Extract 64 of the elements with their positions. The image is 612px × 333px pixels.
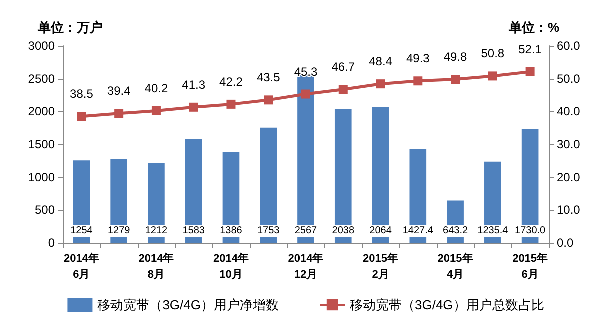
data-label: 1212	[145, 226, 168, 236]
point	[414, 76, 423, 86]
data-label: 52.1	[518, 42, 542, 56]
data-label: 50.8	[481, 46, 505, 61]
y-tick-label: 1000	[28, 170, 56, 184]
point	[226, 100, 236, 109]
point	[264, 96, 274, 105]
data-label: 2064	[370, 226, 392, 236]
bar	[260, 128, 278, 243]
point	[189, 102, 198, 112]
data-label: 1427.4	[402, 226, 434, 236]
x-tick-label: 2014年 12月	[288, 252, 324, 281]
data-label: 41.3	[182, 78, 206, 92]
data-label: 39.4	[107, 84, 132, 98]
x-tick-label: 2014年 10月	[213, 252, 249, 281]
data-label: 38.5	[70, 87, 94, 102]
y-tick-label: 2500	[28, 72, 56, 86]
x-tick-label: 2014年 6月	[64, 252, 100, 281]
x-tick-label: 2014年 8月	[138, 252, 174, 281]
y-tick-label: 1500	[28, 138, 56, 152]
point	[114, 109, 124, 118]
data-label: 42.2	[220, 74, 244, 89]
y-tick-label: 3000	[28, 39, 56, 53]
data-label: 2567	[294, 226, 318, 236]
y2-tick-label: 10.0	[557, 203, 581, 218]
y-tick-label: 500	[34, 203, 56, 218]
y-axis-title: 单位：万户	[37, 20, 103, 35]
data-label: 1753	[257, 226, 280, 236]
point	[488, 72, 498, 81]
data-label: 1279	[108, 226, 131, 236]
y2-tick-label: 20.0	[557, 170, 581, 184]
data-label: 643.2	[443, 226, 468, 236]
point	[152, 106, 161, 116]
y2-tick-label: 40.0	[557, 104, 581, 119]
y2-tick-label: 60.0	[557, 39, 581, 53]
data-label: 1254	[70, 226, 94, 236]
data-label: 48.4	[369, 54, 393, 69]
data-label: 1235.4	[478, 226, 509, 236]
y2-axis-title: 单位：%	[508, 20, 560, 35]
point	[451, 74, 460, 84]
point	[338, 85, 348, 94]
x-tick-label: 2015年 2月	[363, 252, 399, 281]
y-tick-label: 0	[48, 236, 56, 250]
data-label: 2038	[332, 226, 355, 236]
point	[526, 67, 535, 76]
data-label: 1386	[220, 226, 243, 236]
data-label: 1730.0	[515, 226, 546, 236]
point	[302, 90, 310, 99]
point	[77, 112, 86, 122]
point	[376, 80, 386, 89]
x-tick-label: 2015年 6月	[512, 252, 548, 281]
y-tick-label: 2000	[28, 104, 56, 119]
data-label: 1583	[182, 226, 206, 236]
data-label: 40.2	[144, 82, 168, 96]
data-label: 49.8	[444, 50, 468, 64]
data-label: 46.7	[332, 60, 356, 74]
y2-tick-label: 0.0	[557, 236, 574, 250]
x-tick-label: 2015年 4月	[438, 252, 474, 281]
legend-label: 移动宽带（3G/4G）用户总数占比	[350, 298, 544, 312]
y2-tick-label: 30.0	[557, 138, 581, 152]
data-label: 49.3	[406, 52, 430, 66]
y2-tick-label: 50.0	[557, 72, 581, 86]
legend-label: 移动宽带（3G/4G）用户净增数	[98, 298, 279, 312]
data-label: 43.5	[256, 70, 281, 85]
